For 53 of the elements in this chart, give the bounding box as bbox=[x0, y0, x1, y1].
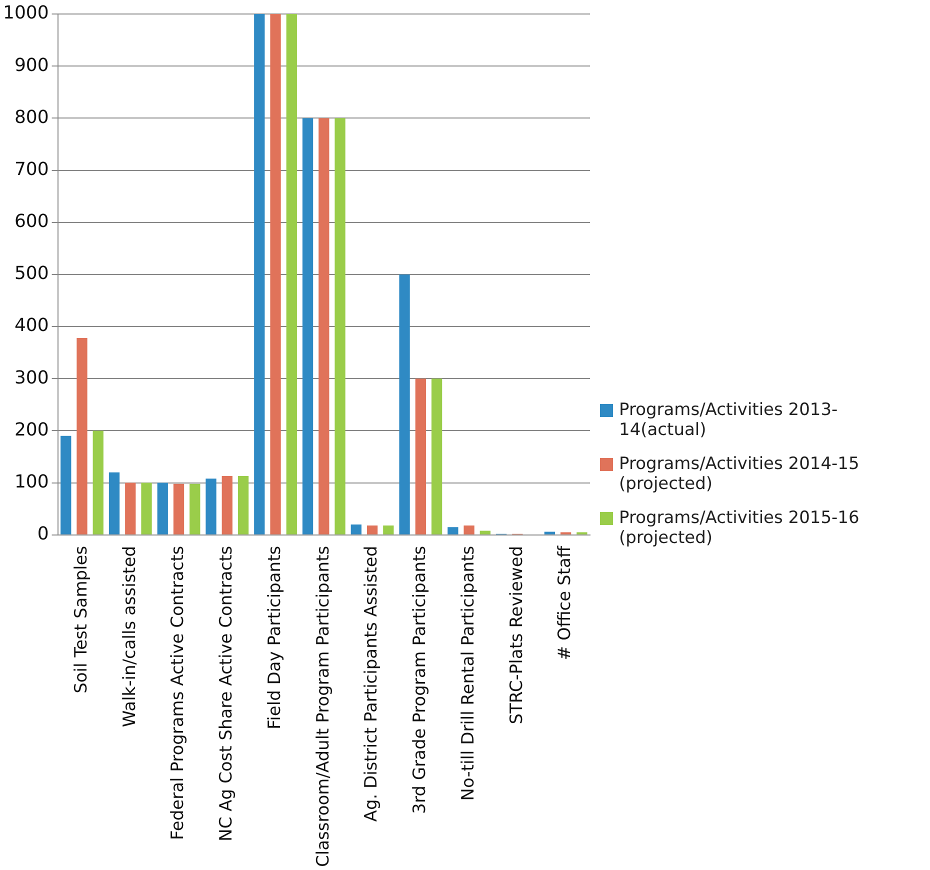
x-tick-label: Ag. District Participants Assisted bbox=[362, 546, 382, 822]
bar bbox=[254, 14, 265, 534]
x-tick-label: Field Day Participants bbox=[264, 546, 285, 730]
bar bbox=[157, 482, 168, 534]
x-tick-label: # Office Staff bbox=[555, 544, 576, 660]
x-tick-label: 3rd Grade Program Participants bbox=[410, 546, 430, 814]
bar bbox=[60, 436, 72, 534]
y-tick-label: 900 bbox=[14, 54, 49, 76]
bar bbox=[190, 484, 200, 534]
y-tick-label: 400 bbox=[14, 315, 49, 336]
bar bbox=[238, 476, 249, 534]
bar bbox=[302, 118, 314, 534]
legend-label: Programs/Activities 2013-14(actual) bbox=[619, 400, 839, 440]
y-tick-label: 200 bbox=[14, 419, 49, 440]
y-tick-label: 0 bbox=[37, 524, 49, 545]
x-tick-label: Classroom/Adult Program Participants bbox=[313, 546, 334, 867]
bar bbox=[383, 526, 394, 534]
bar bbox=[318, 118, 330, 534]
bar bbox=[350, 524, 362, 534]
bar bbox=[173, 484, 184, 534]
legend-label: Programs/Activities 2014-15 (projected) bbox=[619, 454, 860, 494]
y-tick-label: 1000 bbox=[2, 2, 49, 24]
x-tick-label: No-till Drill Rental Participants bbox=[458, 546, 478, 801]
x-tick-label: NC Ag Cost Share Active Contracts bbox=[216, 546, 237, 842]
bar bbox=[544, 532, 556, 534]
y-tick-label: 300 bbox=[14, 367, 49, 388]
bar bbox=[222, 476, 232, 534]
y-tick-label: 600 bbox=[14, 211, 49, 232]
bar bbox=[108, 472, 120, 534]
y-tick-label: 100 bbox=[14, 471, 49, 492]
x-tick-label: Soil Test Samples bbox=[71, 546, 92, 694]
bar bbox=[480, 530, 490, 534]
x-tick-label: Walk-in/calls assisted bbox=[120, 546, 140, 728]
y-tick-label: 800 bbox=[14, 106, 49, 128]
x-tick-label: STRC-Plats Reviewed bbox=[506, 546, 527, 724]
y-tick-label: 700 bbox=[14, 158, 49, 180]
bar bbox=[206, 478, 216, 534]
bar bbox=[125, 482, 136, 534]
bar bbox=[366, 526, 378, 534]
bar bbox=[141, 482, 152, 534]
bar bbox=[464, 526, 474, 534]
bar bbox=[415, 378, 426, 534]
x-tick-label: Federal Programs Active Contracts bbox=[168, 546, 188, 840]
legend-label: Programs/Activities 2015-16 (projected) bbox=[619, 508, 860, 548]
bar bbox=[448, 527, 458, 534]
y-tick-label: 500 bbox=[14, 263, 49, 284]
bar bbox=[286, 14, 297, 534]
bar bbox=[399, 274, 410, 534]
bar bbox=[76, 338, 88, 534]
bar bbox=[92, 430, 104, 534]
bar bbox=[431, 378, 442, 534]
bar bbox=[270, 14, 281, 534]
bar bbox=[334, 118, 346, 534]
